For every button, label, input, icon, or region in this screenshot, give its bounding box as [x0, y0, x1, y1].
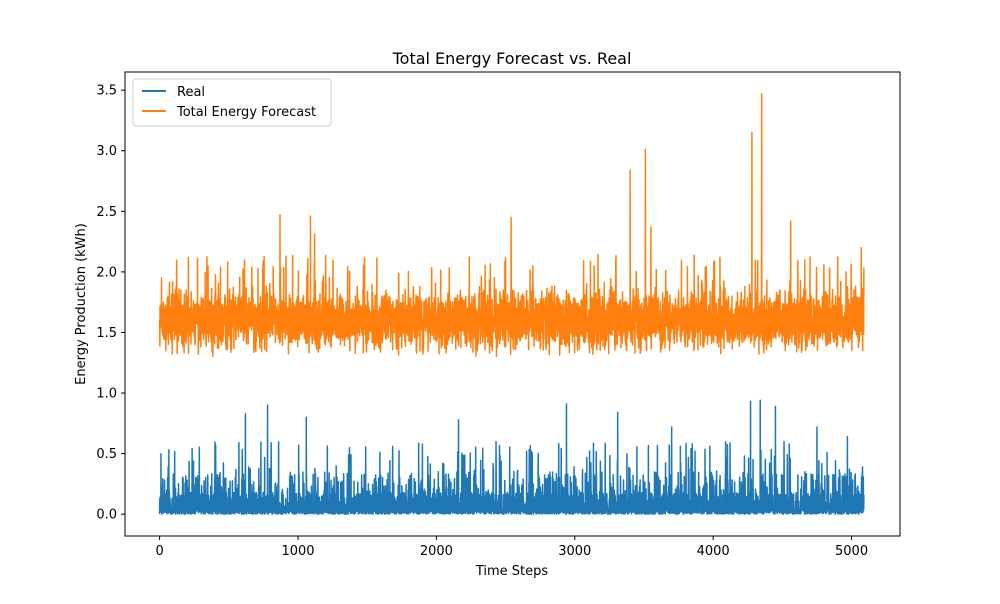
- y-tick-label: 0.0: [96, 508, 117, 523]
- x-tick-label: 0: [155, 544, 163, 559]
- series-line-forecast: [158, 93, 865, 358]
- y-tick-label: 3.0: [96, 144, 117, 159]
- y-tick-label: 2.0: [96, 265, 117, 280]
- series-layer: [158, 93, 865, 515]
- y-tick-label: 2.5: [96, 205, 117, 220]
- y-axis-label: Energy Production (kWh): [74, 223, 89, 385]
- legend-label-real: Real: [177, 85, 205, 100]
- legend: Real Total Energy Forecast: [132, 78, 332, 127]
- y-tick-label: 1.0: [96, 387, 117, 402]
- y-tick-label: 3.5: [96, 84, 117, 99]
- series-line-real: [158, 399, 865, 515]
- chart-title: Total Energy Forecast vs. Real: [392, 49, 632, 68]
- y-tick-label: 0.5: [96, 447, 117, 462]
- x-tick-label: 2000: [420, 544, 453, 559]
- x-axis-label: Time Steps: [475, 564, 549, 579]
- x-axis-ticks: 0 1000 2000 3000 4000 5000: [155, 536, 868, 559]
- x-tick-label: 1000: [281, 544, 314, 559]
- legend-box: [132, 78, 332, 127]
- x-tick-label: 3000: [558, 544, 591, 559]
- x-tick-label: 5000: [835, 544, 868, 559]
- plot-frame: [124, 71, 901, 537]
- legend-label-forecast: Total Energy Forecast: [176, 105, 316, 120]
- y-axis-ticks: 0.0 0.5 1.0 1.5 2.0 2.5 3.0 3.5: [96, 84, 125, 523]
- x-tick-label: 4000: [697, 544, 730, 559]
- y-tick-label: 1.5: [96, 326, 117, 341]
